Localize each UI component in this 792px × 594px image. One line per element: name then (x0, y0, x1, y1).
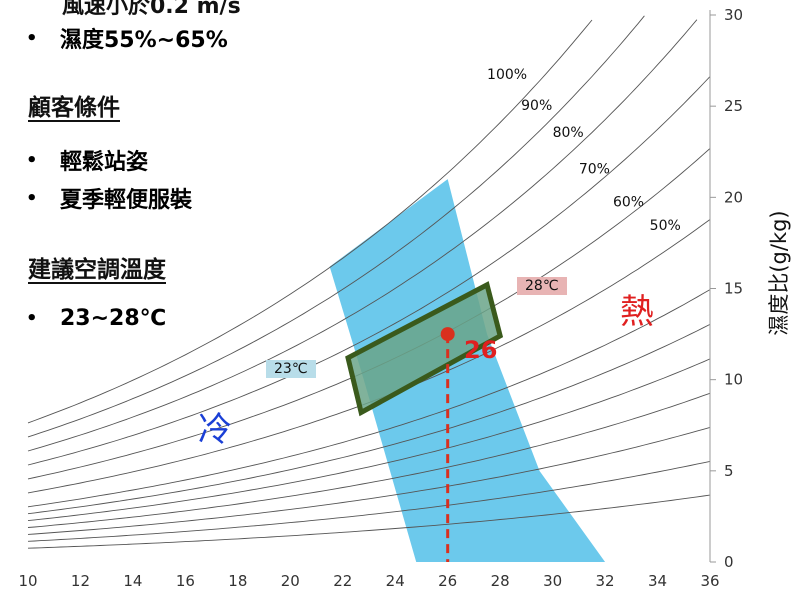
rh-curve-label: 70% (579, 162, 610, 178)
y-tick-label: 5 (724, 462, 734, 480)
rh-curve (27, 15, 645, 438)
y-tick-label: 10 (724, 371, 743, 389)
label-28c: 28℃ (517, 277, 567, 295)
ac-temperature-heading: 建議空調溫度 (28, 257, 166, 283)
rh-curve-label: 60% (613, 194, 644, 210)
rh-curve-label: 80% (553, 125, 584, 141)
rh-curve (27, 426, 711, 535)
x-tick-label: 10 (18, 572, 37, 590)
rh-curve-label: 50% (650, 218, 681, 234)
rh-curve (27, 323, 711, 515)
rh-curve-label: 100% (487, 67, 527, 83)
ac-temperature-text: 23~28℃ (60, 306, 167, 331)
setpoint-value-label: 26 (464, 336, 498, 364)
y-axis-label: 濕度比(g/kg) (767, 210, 791, 336)
rh-curve (27, 19, 698, 452)
y-tick-label: 25 (724, 97, 743, 115)
bullet-icon: • (26, 308, 38, 329)
x-tick-label: 20 (281, 572, 300, 590)
label-23c: 23℃ (266, 360, 316, 378)
ac-temperature-item: • 23~28℃ (26, 306, 166, 331)
customer-conditions-heading: 顧客條件 (28, 95, 120, 121)
humidity-bullet: • 濕度55%~65% (26, 22, 228, 54)
x-tick-label: 36 (700, 572, 719, 590)
rh-curve (27, 358, 711, 522)
partial-wind-speed-line: 風速小於0.2 m/s (62, 0, 241, 19)
humidity-text: 濕度55%~65% (60, 28, 228, 53)
x-tick-label: 12 (71, 572, 90, 590)
y-tick-label: 20 (724, 188, 743, 206)
rh-curve (27, 460, 711, 542)
setpoint-marker (440, 327, 455, 342)
y-tick-label: 15 (724, 280, 743, 298)
rh-curve (27, 494, 711, 549)
customer-item: • 輕鬆站姿 (26, 144, 148, 176)
x-tick-label: 26 (438, 572, 457, 590)
x-tick-label: 18 (228, 572, 247, 590)
bullet-icon: • (26, 187, 38, 209)
customer-item-text: 輕鬆站姿 (60, 150, 149, 175)
x-tick-label: 34 (648, 572, 667, 590)
rh-curve-label: 90% (521, 98, 552, 114)
x-tick-label: 24 (386, 572, 405, 590)
x-tick-label: 30 (543, 572, 562, 590)
hot-label: 熱 (620, 292, 654, 332)
y-tick-label: 30 (724, 6, 743, 24)
cold-label: 冷 (198, 410, 232, 450)
bullet-icon: • (26, 27, 38, 49)
x-tick-label: 16 (176, 572, 195, 590)
x-tick-label: 32 (596, 572, 615, 590)
bullet-icon: • (26, 149, 38, 171)
x-tick-label: 28 (491, 572, 510, 590)
x-tick-label: 14 (123, 572, 142, 590)
x-tick-label: 22 (333, 572, 352, 590)
customer-item: • 夏季輕便服裝 (26, 182, 192, 214)
customer-item-text: 夏季輕便服裝 (60, 188, 193, 213)
comfort-band (329, 179, 606, 562)
y-tick-label: 0 (724, 553, 734, 571)
rh-curve (27, 392, 711, 528)
